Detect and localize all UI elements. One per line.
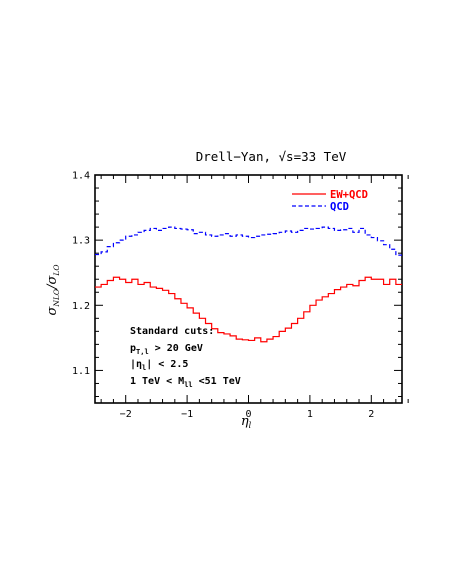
- x-tick-label: 1: [307, 409, 313, 420]
- tick-labels: −2 −1 0 1 2 1.1 1.2 1.3 1.4: [72, 171, 374, 421]
- x-axis-label: ηl: [241, 414, 252, 430]
- series-layer: [95, 226, 402, 343]
- annotation-block: Standard cuts: pT,l > 20 GeV |ηl| < 2.5 …: [130, 326, 241, 389]
- y-axis-label: σNLO/σLO: [45, 265, 61, 316]
- chart-title: Drell−Yan, √s=33 TeV: [196, 149, 347, 164]
- x-tick-label: 0: [245, 409, 251, 420]
- x-tick-label: 2: [368, 409, 374, 420]
- legend-label-ew-qcd: EW+QCD: [330, 189, 368, 201]
- axis-ticks: [95, 174, 409, 403]
- annotation-line-4: 1 TeV < Mll <51 TeV: [130, 376, 241, 389]
- annotation-line-1: Standard cuts:: [130, 326, 214, 337]
- x-tick-label: −1: [181, 409, 193, 420]
- y-tick-label: 1.4: [72, 171, 90, 182]
- legend-label-qcd: QCD: [330, 201, 349, 213]
- y-tick-label: 1.2: [72, 301, 90, 312]
- y-tick-label: 1.3: [72, 236, 90, 247]
- annotation-line-2: pT,l > 20 GeV: [130, 343, 203, 356]
- series-line-qcd: [95, 226, 402, 256]
- y-tick-label: 1.1: [72, 366, 90, 377]
- x-tick-label: −2: [120, 409, 132, 420]
- legend: EW+QCD QCD: [292, 189, 368, 213]
- annotation-line-3: |ηl| < 2.5: [130, 359, 188, 372]
- series-line-ew-qcd: [95, 276, 402, 343]
